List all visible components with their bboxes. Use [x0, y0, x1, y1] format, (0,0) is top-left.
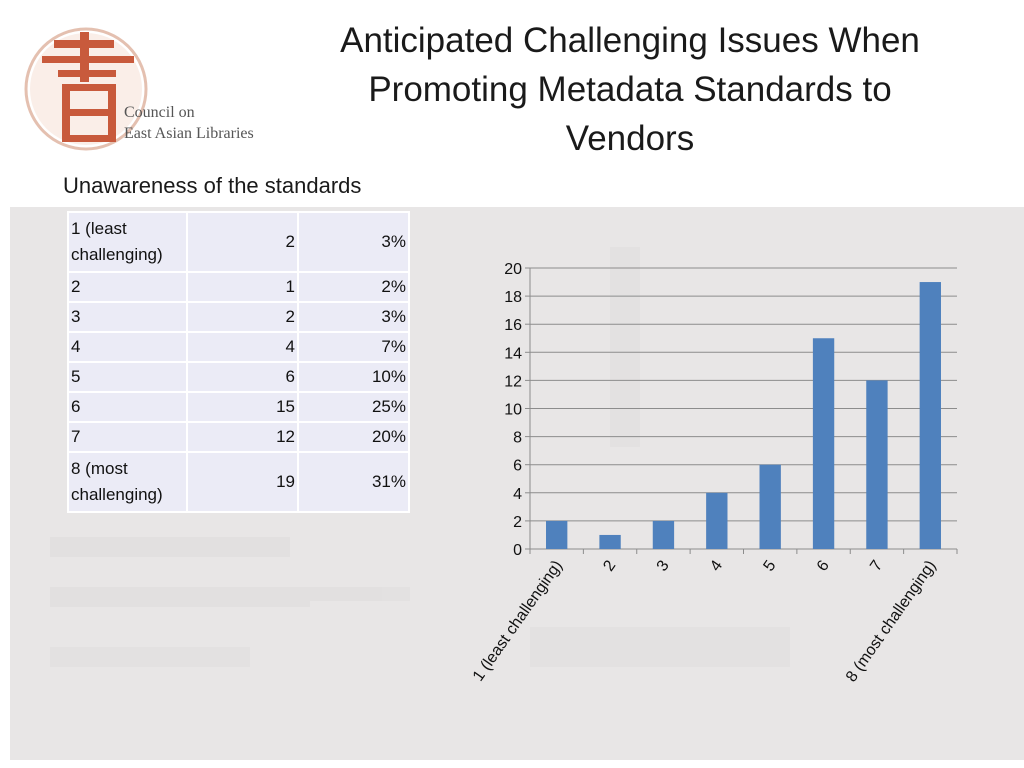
- bar: [812, 338, 835, 549]
- x-tick-label: 4: [707, 557, 726, 574]
- x-tick-label: 3: [654, 557, 673, 574]
- table-cell-percent: 25%: [297, 391, 410, 423]
- table-cell-count: 1: [186, 271, 299, 303]
- table-row: 5 6 10%: [67, 361, 410, 393]
- y-tick-label: 14: [504, 345, 522, 362]
- bar: [759, 464, 781, 549]
- data-table: 1 (least challenging) 2 3% 2 1 2% 3 2 3% 4 4 7% 5 6 10…: [67, 211, 410, 513]
- x-tick-label: 8 (most challenging): [843, 558, 940, 686]
- background-watermark: [50, 247, 790, 667]
- y-tick-label: 0: [513, 542, 522, 559]
- x-tick-label: 1 (least challenging): [470, 558, 566, 685]
- y-tick-label: 2: [513, 514, 522, 531]
- table-cell-label: 7: [67, 421, 188, 453]
- x-tick-label: 5: [760, 557, 779, 574]
- slide-subtitle: Unawareness of the standards: [63, 173, 362, 198]
- table-row: 1 (least challenging) 2 3%: [67, 211, 410, 273]
- bar: [599, 534, 621, 549]
- bar: [706, 492, 728, 549]
- table-cell-count: 2: [186, 301, 299, 333]
- svg-text:East Asian Libraries: East Asian Libraries: [124, 125, 254, 142]
- table-cell-count: 12: [186, 421, 299, 453]
- y-tick-label: 10: [504, 402, 522, 419]
- table-row: 8 (most challenging) 19 31%: [67, 451, 410, 513]
- table-cell-percent: 7%: [297, 331, 410, 363]
- table-cell-count: 2: [186, 211, 299, 273]
- table-cell-count: 19: [186, 451, 299, 513]
- table-cell-count: 15: [186, 391, 299, 423]
- slide-title: Anticipated Challenging Issues When Prom…: [340, 21, 920, 158]
- table-row: 7 12 20%: [67, 421, 410, 453]
- table-cell-label: 5: [67, 361, 188, 393]
- bar: [652, 520, 675, 549]
- y-tick-label: 16: [504, 317, 522, 334]
- table-cell-count: 4: [186, 331, 299, 363]
- y-tick-label: 6: [513, 458, 522, 475]
- y-tick-label: 12: [504, 373, 522, 390]
- table-cell-percent: 3%: [297, 211, 410, 273]
- table-cell-label: 1 (least challenging): [67, 211, 188, 273]
- y-tick-label: 18: [504, 289, 522, 306]
- table-cell-percent: 31%: [297, 451, 410, 513]
- table-cell-label: 2: [67, 271, 188, 303]
- table-cell-percent: 10%: [297, 361, 410, 393]
- table-row: 3 2 3%: [67, 301, 410, 333]
- table-cell-label: 3: [67, 301, 188, 333]
- x-tick-label: 6: [814, 557, 833, 574]
- table-row: 2 1 2%: [67, 271, 410, 303]
- table-row: 4 4 7%: [67, 331, 410, 363]
- bar: [866, 380, 888, 549]
- y-tick-label: 8: [513, 430, 522, 447]
- table-cell-label: 6: [67, 391, 188, 423]
- table-cell-percent: 2%: [297, 271, 410, 303]
- table-cell-percent: 3%: [297, 301, 410, 333]
- table-cell-label: 8 (most challenging): [67, 451, 188, 513]
- table-row: 6 15 25%: [67, 391, 410, 423]
- bar: [919, 282, 941, 549]
- cEAL-logo: Council on East Asian Libraries: [24, 27, 254, 151]
- table-cell-label: 4: [67, 331, 188, 363]
- y-tick-label: 4: [513, 486, 522, 503]
- x-tick-label: 2: [600, 557, 619, 574]
- y-tick-label: 20: [504, 261, 522, 278]
- svg-text:Council on: Council on: [124, 104, 195, 121]
- table-cell-count: 6: [186, 361, 299, 393]
- bar: [546, 520, 568, 549]
- x-tick-label: 7: [867, 557, 886, 574]
- table-cell-percent: 20%: [297, 421, 410, 453]
